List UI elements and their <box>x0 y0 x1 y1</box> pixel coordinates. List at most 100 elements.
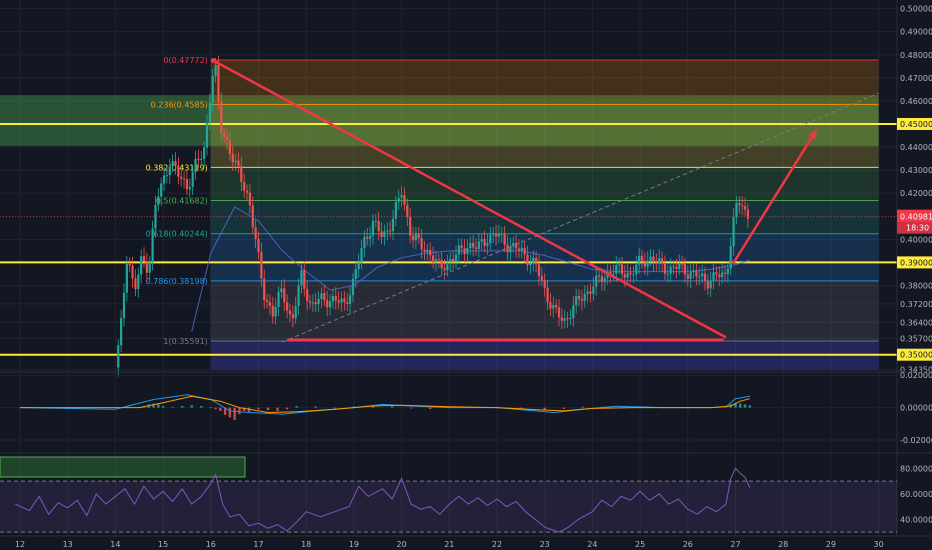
candle-body <box>122 292 126 319</box>
macd-pane[interactable]: 0.02000 0.00000 -0.02000 <box>0 371 932 445</box>
candle-body <box>615 265 618 274</box>
time-axis-tick-label: 21 <box>444 540 454 549</box>
macd-histogram-bar <box>748 405 752 408</box>
time-axis[interactable]: 12 13 14 15 16 17 18 19 20 21 22 23 24 25 26 27 28 29 30 <box>0 535 932 550</box>
candle-body <box>523 247 526 255</box>
candle-body <box>203 147 206 159</box>
candle-body <box>340 298 343 303</box>
candle-body <box>489 234 492 244</box>
candle-body <box>494 233 498 237</box>
candle-body <box>268 302 272 306</box>
candle-body <box>151 228 154 263</box>
candle-body <box>726 268 729 274</box>
candle-body <box>223 133 226 137</box>
candle-body <box>535 257 538 265</box>
candle-body <box>148 262 151 273</box>
candle-body <box>600 276 604 283</box>
candle-body <box>580 299 584 301</box>
candle-body <box>257 238 260 253</box>
candle-body <box>134 278 137 290</box>
candle-body <box>346 302 349 305</box>
candle-body <box>140 256 143 275</box>
candle-body <box>426 249 429 253</box>
candle-body <box>649 256 652 261</box>
candle-body <box>683 263 687 275</box>
price-axis-tick-label: 0.36400 <box>900 318 932 327</box>
candle-body <box>663 262 667 274</box>
candle-body <box>145 261 148 273</box>
candle-body <box>280 288 283 293</box>
candle-body <box>466 248 469 254</box>
candle-body <box>417 234 420 239</box>
price-axis-tick-label: 0.38000 <box>900 281 932 290</box>
level-price-badge-label: 0.39000 <box>900 258 932 267</box>
candle-body <box>689 272 692 279</box>
time-axis-tick-label: 14 <box>110 540 120 549</box>
candle-body <box>497 233 501 237</box>
time-axis-tick-label: 26 <box>683 540 693 549</box>
rising-dashed[interactable] <box>282 92 879 343</box>
macd-histogram-bar <box>257 407 260 410</box>
candle-body <box>520 247 523 251</box>
time-axis-tick-label: 16 <box>206 540 216 549</box>
trendline-anchor[interactable] <box>210 58 216 64</box>
candle-body <box>672 266 675 268</box>
candle-body <box>297 285 300 306</box>
fib-level-label: 0.5(0.41682) <box>156 197 208 206</box>
candle-body <box>500 233 503 235</box>
candle-body <box>286 302 289 311</box>
candle-body <box>429 249 432 256</box>
candle-body <box>569 318 572 320</box>
candle-body <box>746 209 750 219</box>
candle-body <box>431 255 435 263</box>
macd-histogram-bar <box>238 407 241 415</box>
macd-axis-tick-label: -0.02000 <box>900 436 932 445</box>
candle-body <box>566 318 569 320</box>
candle-body <box>220 101 223 134</box>
candle-body <box>185 179 189 190</box>
candle-body <box>669 266 672 274</box>
candle-body <box>638 255 641 265</box>
macd-histogram-bar <box>739 403 742 408</box>
candle-body <box>741 205 744 207</box>
candle-body <box>483 239 486 246</box>
price-axis[interactable] <box>897 0 932 550</box>
time-axis-tick-label: 24 <box>587 540 597 549</box>
countdown-badge <box>897 222 932 234</box>
time-axis-tick-label: 19 <box>349 540 359 549</box>
candle-body <box>171 161 174 167</box>
candle-body <box>632 274 635 276</box>
candle-body <box>540 276 543 281</box>
candle-body <box>643 261 646 267</box>
candle-body <box>214 64 217 77</box>
projection-arrow[interactable] <box>732 129 818 265</box>
candle-body <box>603 277 606 283</box>
macd-histogram-bar <box>219 407 222 411</box>
candle-body <box>194 158 197 172</box>
candle-body <box>288 310 292 315</box>
candle-body <box>314 302 317 305</box>
candle-body <box>363 236 366 248</box>
price-axis-tick-label: 0.34350 <box>900 366 932 375</box>
price-axis-tick-label: 0.50000 <box>900 5 932 14</box>
candle-body <box>360 247 363 263</box>
green-highlight-box <box>0 456 246 478</box>
candle-body <box>409 216 412 236</box>
candle-body <box>168 166 171 176</box>
macd-histogram-bar <box>161 406 165 408</box>
projection-arrow-head[interactable] <box>808 129 817 140</box>
descending-trendline[interactable] <box>212 59 727 339</box>
rsi-pane[interactable]: 80.0000 60.0000 40.0000 <box>0 452 932 533</box>
candle-body <box>560 317 563 321</box>
candle-body <box>595 275 598 287</box>
candle-body <box>237 160 240 167</box>
candle-body <box>331 295 335 302</box>
candle-body <box>563 318 566 321</box>
candle-body <box>263 278 266 301</box>
candle-body <box>157 196 160 205</box>
fib-zone <box>210 167 879 201</box>
macd-histogram-bar <box>295 406 298 408</box>
candle-body <box>254 227 257 239</box>
